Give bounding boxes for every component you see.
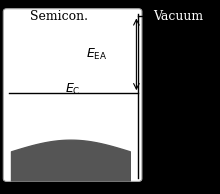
FancyBboxPatch shape — [3, 9, 142, 181]
Text: Semicon.: Semicon. — [30, 10, 88, 23]
Text: Vacuum: Vacuum — [153, 10, 203, 23]
Text: $E_{\rm C}$: $E_{\rm C}$ — [65, 82, 80, 97]
Text: $E_{\rm EA}$: $E_{\rm EA}$ — [86, 47, 108, 62]
